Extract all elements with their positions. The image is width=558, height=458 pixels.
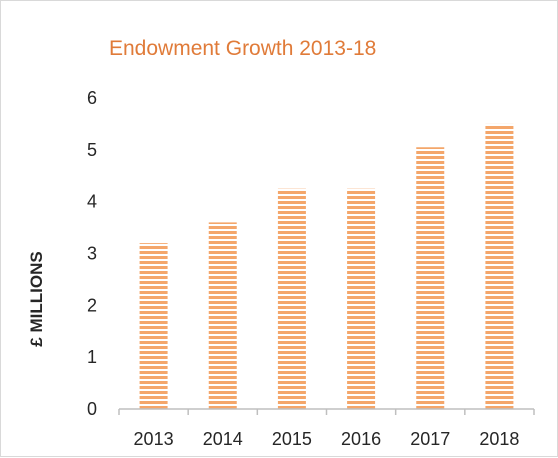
x-tick-label: 2016 xyxy=(341,429,381,449)
x-tick-label: 2013 xyxy=(134,429,174,449)
y-tick-label: 0 xyxy=(87,399,97,419)
bar-2014 xyxy=(208,222,237,409)
bar-2013 xyxy=(139,243,168,409)
x-tick-label: 2018 xyxy=(479,429,519,449)
x-tick-label: 2015 xyxy=(272,429,312,449)
x-tick-label: 2014 xyxy=(203,429,243,449)
y-tick-label: 1 xyxy=(87,347,97,367)
y-tick-label: 4 xyxy=(87,192,97,212)
y-tick-label: 2 xyxy=(87,295,97,315)
bar-2016 xyxy=(347,188,376,409)
chart-title: Endowment Growth 2013-18 xyxy=(109,37,377,60)
y-tick-label: 5 xyxy=(87,140,97,160)
y-tick-label: 3 xyxy=(87,244,97,264)
bar-2018 xyxy=(485,123,514,410)
bar-2017 xyxy=(416,147,445,409)
x-tick-label: 2017 xyxy=(410,429,450,449)
y-tick-label: 6 xyxy=(87,88,97,108)
bar-2015 xyxy=(277,188,306,409)
